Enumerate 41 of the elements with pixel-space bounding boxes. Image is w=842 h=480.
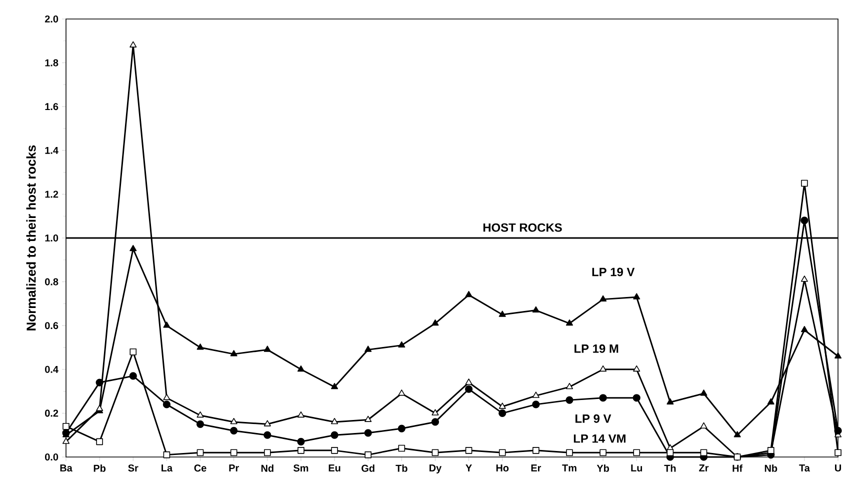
- x-tick-label: Ba: [60, 464, 72, 472]
- x-tick-label: U: [835, 464, 842, 472]
- x-tick-label: Tb: [396, 464, 408, 472]
- x-tick-label: Lu: [631, 464, 642, 472]
- x-tick-label: Zr: [699, 464, 709, 472]
- x-tick-label: Dy: [430, 464, 442, 474]
- x-tick-label: Nd: [261, 464, 274, 472]
- series-label: LP 19 V: [592, 268, 635, 276]
- x-tick-label: Pr: [229, 464, 239, 472]
- y-tick-label: 2.0: [44, 15, 58, 23]
- x-tick-label: Y: [466, 464, 472, 472]
- x-tick-label: Nb: [764, 464, 778, 472]
- series-label: LP 9 V: [576, 414, 612, 423]
- x-tick-label: Er: [531, 464, 542, 472]
- y-tick-label: 1.0: [45, 234, 58, 242]
- y-tick-label: 0.4: [45, 366, 58, 373]
- y-tick-label: 1.6: [45, 103, 58, 110]
- x-tick-label: Th: [664, 464, 676, 472]
- y-tick-label: 0.8: [45, 278, 58, 286]
- x-tick-label: Sm: [293, 464, 308, 472]
- series-label: LP 14 VM: [574, 434, 626, 443]
- x-tick-label: Tm: [562, 464, 576, 472]
- y-tick-label: 0.6: [45, 322, 58, 330]
- y-tick-label: 1.4: [45, 146, 58, 154]
- x-tick-label: Yb: [596, 464, 610, 472]
- y-tick-label: 0.2: [45, 410, 58, 417]
- x-tick-label: Ho: [496, 464, 509, 472]
- ref-line-label: HOST ROCKS: [483, 223, 562, 232]
- x-tick-label: Eu: [328, 464, 340, 472]
- series-label: LP 19 M: [574, 344, 618, 353]
- x-tick-label: La: [162, 464, 173, 472]
- y-tick-label: 0.0: [45, 453, 58, 461]
- x-tick-label: Ta: [799, 464, 810, 472]
- y-tick-label: 1.2: [45, 190, 58, 198]
- y-axis-title: Normalized to their host rocks: [26, 145, 36, 330]
- x-tick-label: Gd: [362, 464, 374, 472]
- x-tick-label: Hf: [732, 464, 743, 472]
- x-tick-label: Ce: [194, 464, 206, 472]
- x-tick-label: Sr: [128, 464, 138, 472]
- y-tick-label: 1.8: [45, 59, 58, 66]
- x-tick-label: Pb: [94, 464, 106, 472]
